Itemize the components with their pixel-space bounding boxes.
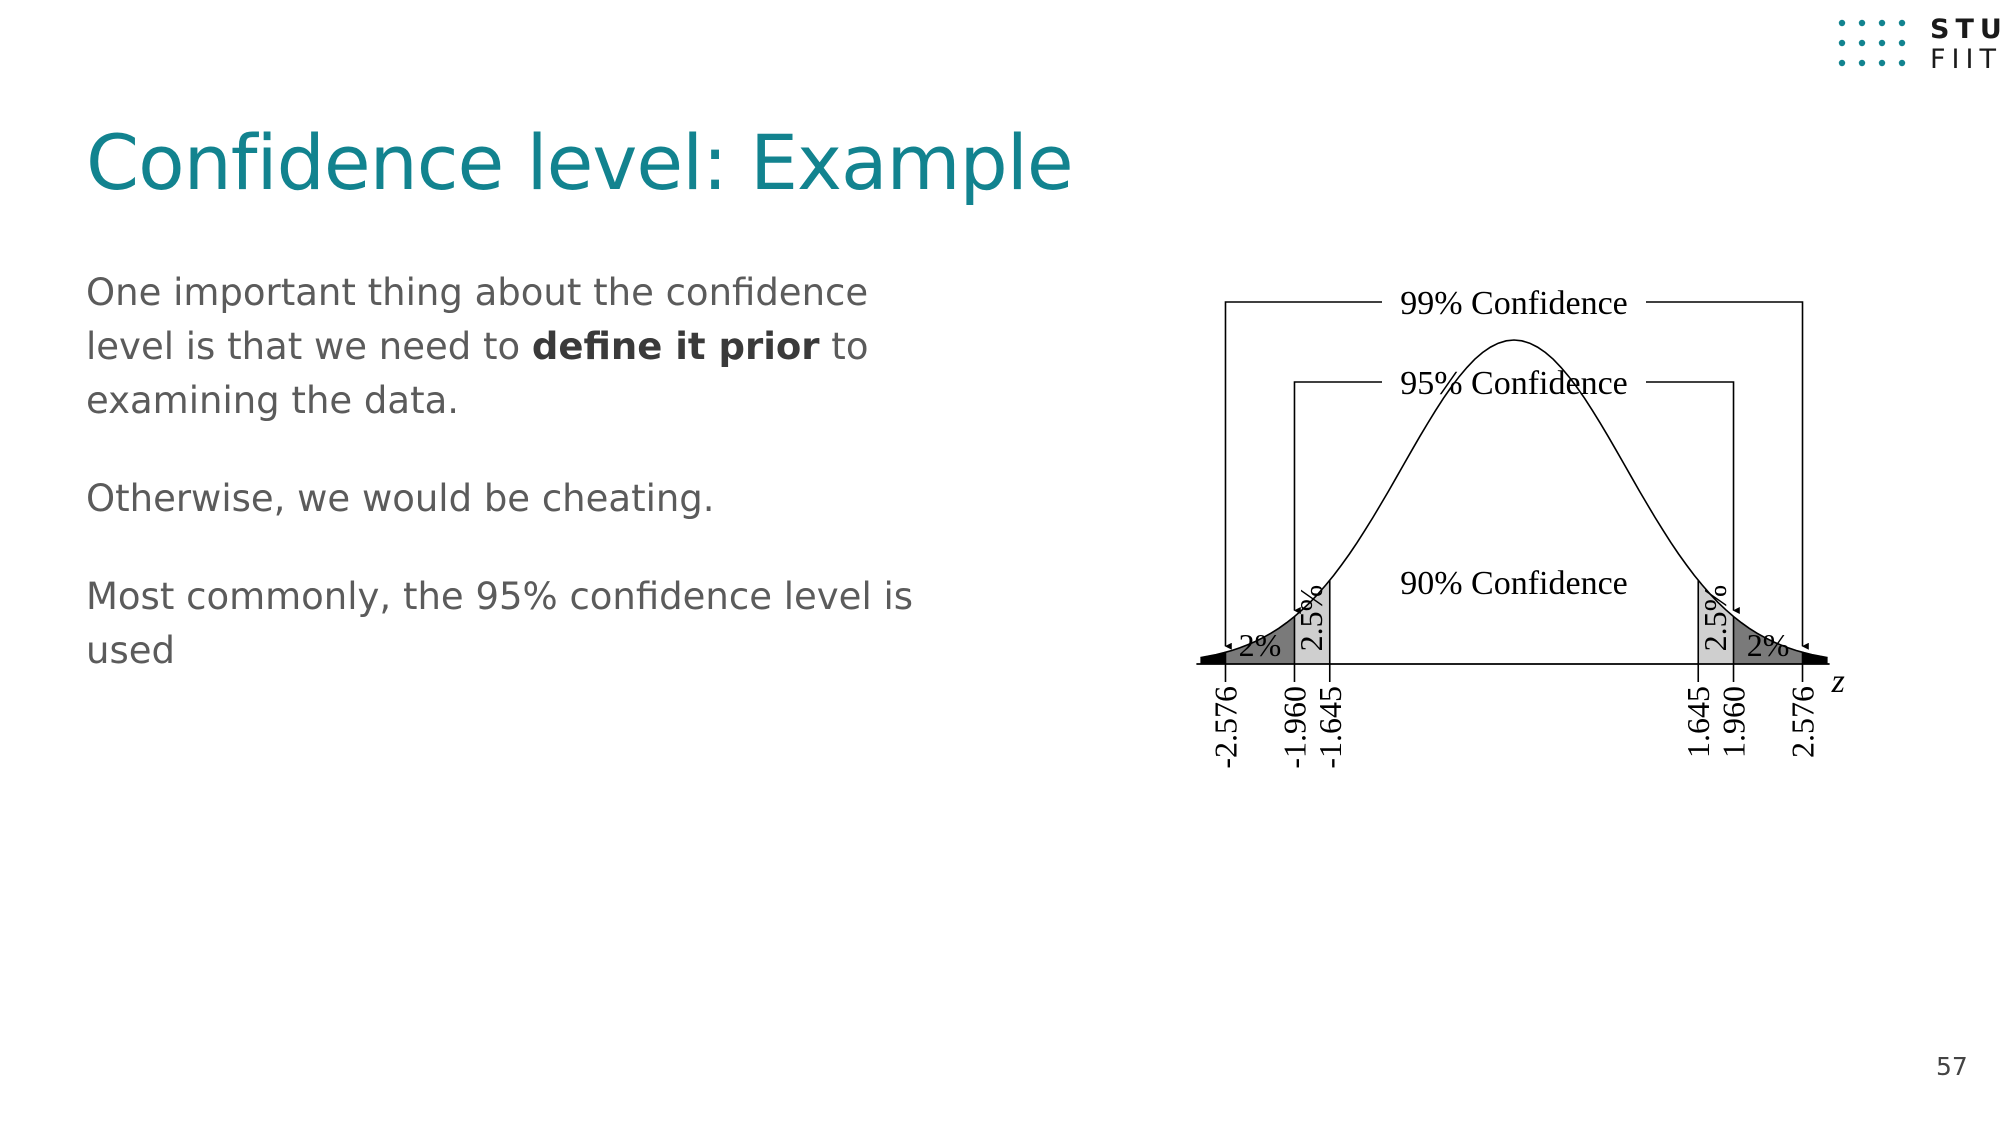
- stu-fiit-logo: STU FIIT: [1838, 15, 2000, 77]
- logo-line-1: STU: [1930, 14, 2000, 45]
- label-99-confidence: 99% Confidence: [1400, 285, 1628, 322]
- tick-label: 1.960: [1716, 686, 1752, 758]
- logo-text: STU FIIT: [1930, 15, 2000, 75]
- tail-2-5-percent-left: 2.5%: [1293, 585, 1329, 652]
- normal-distribution-figure: z 99% Confidence 95% Confidence 90% Conf…: [1196, 285, 1845, 769]
- page-number: 57: [1936, 1052, 1968, 1081]
- paragraph-cheating: Otherwise, we would be cheating.: [86, 477, 715, 520]
- logo-line-2: FIIT: [1930, 44, 2000, 75]
- label-95-confidence: 95% Confidence: [1400, 365, 1628, 402]
- tail-black-right: [1802, 652, 1828, 664]
- tail-2-percent-right: 2%: [1747, 627, 1790, 663]
- tick-label: -2.576: [1207, 686, 1243, 769]
- p1-text-start: One important thing about the confidence…: [86, 271, 869, 368]
- bracket-99: 99% Confidence: [1225, 285, 1802, 646]
- tail-2-percent-left: 2%: [1239, 627, 1282, 663]
- tick-labels: -2.576 -1.960 -1.645 1.645 1.960 2.576: [1207, 686, 1820, 769]
- z-axis-label: z: [1831, 663, 1845, 700]
- tail-black-left: [1200, 652, 1226, 664]
- tick-label: -1.960: [1276, 686, 1312, 769]
- tick-label: 1.645: [1680, 686, 1716, 758]
- bracket-95: 95% Confidence: [1294, 365, 1733, 611]
- logo-dots-icon: [1838, 19, 1906, 67]
- paragraph-95-common: Most commonly, the 95% confidence level …: [86, 575, 914, 672]
- p1-text-end: to examining the data.: [86, 325, 869, 422]
- tick-label: 2.576: [1785, 686, 1821, 758]
- slide-body: One important thing about the confidence…: [86, 266, 946, 722]
- tail-2-5-percent-right: 2.5%: [1697, 585, 1733, 652]
- tick-label: -1.645: [1312, 686, 1348, 769]
- paragraph-define-prior: One important thing about the confidence…: [86, 266, 946, 428]
- label-90-confidence: 90% Confidence: [1400, 565, 1628, 602]
- p1-bold-text: define it prior: [531, 325, 820, 368]
- slide-title: Confidence level: Example: [86, 118, 1074, 207]
